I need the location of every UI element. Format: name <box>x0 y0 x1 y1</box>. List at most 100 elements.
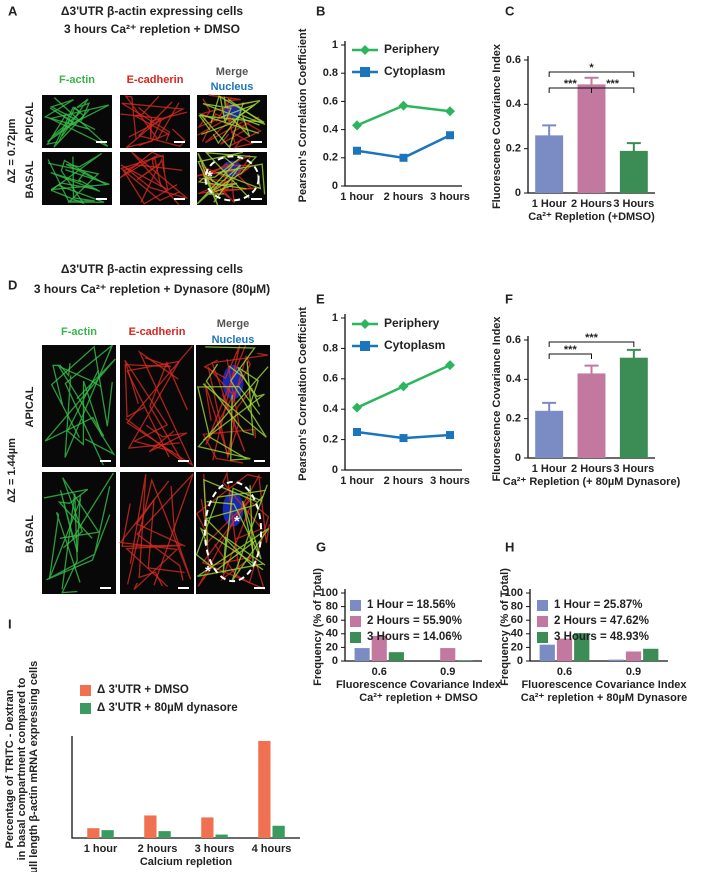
row-label: BASAL <box>24 160 36 198</box>
cell-outline <box>119 151 164 188</box>
panel-label: H <box>505 539 514 554</box>
cell-outline <box>203 163 254 199</box>
error-bar <box>584 364 599 382</box>
panel-title: Δ3'UTR β-actin expressing cells <box>61 262 244 276</box>
legend-label: 3 Hours = 14.06% <box>367 631 462 643</box>
data-point <box>399 434 408 443</box>
cell-outline <box>201 96 261 135</box>
bar <box>556 638 573 661</box>
y-tick-label: 80 <box>326 601 338 613</box>
panel-title: 3 hours Ca²⁺ repletion + DMSO <box>64 22 240 36</box>
legend-label: 1 Hour = 18.56% <box>367 599 456 611</box>
x-axis-label: Ca²⁺ Repletion (+ 80µM Dynasore) <box>503 476 681 488</box>
cell-outline <box>204 151 258 199</box>
bar <box>440 648 456 661</box>
legend-swatch <box>80 703 91 714</box>
y-tick-label: 0 <box>332 464 338 476</box>
legend-label: Periphery <box>384 316 440 330</box>
cell-outline <box>197 151 243 206</box>
bar <box>354 648 370 661</box>
cell-outline <box>126 345 194 467</box>
bar <box>272 825 285 838</box>
x-tick-label: 2 hours <box>384 191 424 203</box>
bar <box>577 373 606 458</box>
x-tick-label: 0.9 <box>626 666 641 678</box>
cell-outline <box>202 96 260 126</box>
cell-outline <box>124 357 172 419</box>
panel-label: A <box>8 3 18 18</box>
x-tick-label: 3 hours <box>195 843 235 855</box>
y-axis-label: Pearson's Correlation Coefficient <box>297 307 309 481</box>
y-tick-label: 0.6 <box>323 373 338 385</box>
bar <box>388 652 404 661</box>
row-label: APICAL <box>24 102 36 143</box>
cell-outline <box>125 361 188 462</box>
cell-outline <box>198 95 265 131</box>
column-header: Nucleus <box>211 81 254 93</box>
cell-outline <box>204 485 264 569</box>
y-tick-label: 0.4 <box>323 403 339 415</box>
cell-outline <box>120 157 169 203</box>
data-point <box>353 428 361 436</box>
cell-outline <box>207 358 240 460</box>
panel-label: D <box>8 277 17 292</box>
cell-outline <box>197 484 270 582</box>
x-tick-label: 3 Hours <box>613 463 654 475</box>
y-tick-label: 0 <box>517 655 523 667</box>
y-tick-label: 1 <box>332 39 338 51</box>
x-tick-label: 3 hours <box>430 475 470 487</box>
data-point <box>445 360 455 371</box>
region-outline <box>203 480 263 583</box>
x-axis-label: Ca²⁺ Repletion (+DMSO) <box>528 211 655 223</box>
cell-outline <box>215 163 266 195</box>
error-bar <box>542 401 557 419</box>
y-tick-label: 0.6 <box>506 54 521 66</box>
y-tick-label: 0.6 <box>506 334 521 346</box>
x-axis-label: Ca²⁺ repletion + 80µM Dynasore <box>521 692 688 704</box>
panel-label: I <box>8 616 12 631</box>
column-header: Merge <box>216 66 248 78</box>
cell-outline <box>138 107 188 140</box>
column-header: E-cadherin <box>129 326 186 338</box>
cell-outline <box>43 99 96 131</box>
x-tick-label: 0.6 <box>557 666 572 678</box>
data-point <box>446 431 454 440</box>
panel-label: G <box>316 539 326 554</box>
bar <box>643 648 659 661</box>
column-header: Merge <box>217 318 249 330</box>
cell-outline <box>203 345 241 461</box>
legend-marker <box>360 45 370 55</box>
y-tick-label: 40 <box>326 628 338 640</box>
error-bar <box>626 142 641 159</box>
data-point <box>353 146 361 155</box>
legend-label: 3 Hours = 48.93% <box>554 631 649 643</box>
y-tick-label: 60 <box>511 614 523 626</box>
significance-bracket <box>591 87 635 93</box>
significance-label: *** <box>564 344 578 356</box>
y-tick-label: 100 <box>505 587 523 599</box>
data-point <box>352 120 362 131</box>
legend-label: 2 Hours = 47.62% <box>554 615 649 627</box>
y-axis-label: Pearson's Correlation Coefficient <box>297 28 309 202</box>
column-header: E-cadherin <box>127 74 184 86</box>
significance-label: * <box>589 62 594 74</box>
column-header: F-actin <box>61 326 97 338</box>
y-tick-label: 0.8 <box>323 342 338 354</box>
cell-outline <box>124 95 180 141</box>
y-tick-label: 20 <box>511 641 523 653</box>
x-tick-label: 1 Hour <box>532 198 568 210</box>
x-tick-label: 3 Hours <box>613 198 654 210</box>
x-tick-label: 2 Hours <box>571 463 612 475</box>
y-tick-label: 0.2 <box>323 434 338 446</box>
y-tick-label: 1 <box>332 312 338 324</box>
legend-label: 2 Hours = 55.90% <box>367 615 462 627</box>
y-axis-label: full length β-actin mRNA expressing cell… <box>28 661 40 872</box>
column-header: F-actin <box>59 74 95 86</box>
cell-outline <box>66 370 103 446</box>
legend-swatch <box>537 632 548 643</box>
y-tick-label: 0 <box>515 452 521 464</box>
axis-line <box>344 41 462 187</box>
cell-outline <box>51 159 107 205</box>
cell-outline <box>46 106 85 146</box>
